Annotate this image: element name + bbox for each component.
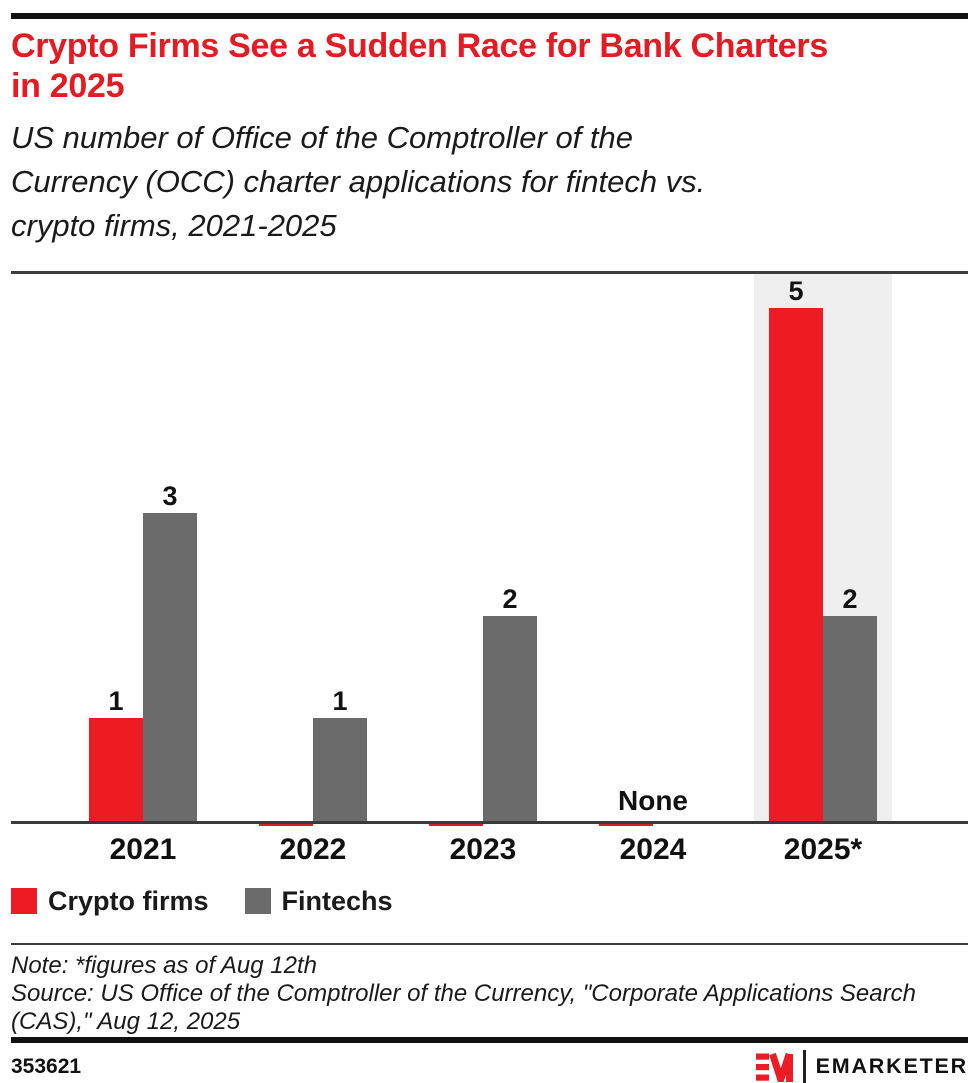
legend-label-crypto-firms: Crypto firms: [48, 885, 209, 916]
legend-item-crypto-firms: Crypto firms: [11, 886, 209, 917]
bar-crypto-2021: [89, 717, 143, 821]
axis-label-2021: 2021: [109, 832, 177, 866]
bar-fintech-2023: [483, 615, 537, 821]
legend-item-fintechs: Fintechs: [244, 885, 393, 917]
footer: 353621 EMARKETER: [11, 1049, 968, 1083]
bar-fintech-2025*: [823, 615, 877, 821]
source-line-2: (CAS)," Aug 12, 2025: [11, 1007, 241, 1035]
note-line: Note: *figures as of Aug 12th: [11, 951, 317, 979]
header-divider-line: [11, 271, 968, 274]
fintechs-swatch-icon: [244, 888, 271, 914]
chart-legend: Crypto firms Fintechs: [11, 886, 968, 917]
top-accent-bar: [11, 13, 968, 19]
chart-subtitle: US number of Office of the Comptroller o…: [11, 116, 968, 248]
x-axis-line: [11, 820, 968, 824]
none-value-label: None: [618, 784, 688, 816]
bottom-accent-bar: [11, 1036, 968, 1043]
chart-subtitle-line-1: US number of Office of the Comptroller o…: [11, 120, 633, 155]
bar-value-label: 2: [502, 583, 518, 614]
bar-value-label: 2: [842, 583, 858, 614]
em-logo-icon: [756, 1052, 794, 1082]
source-line-1: Source: US Office of the Comptroller of …: [11, 979, 916, 1007]
logo-separator: [803, 1049, 806, 1083]
chart-title: Crypto Firms See a Sudden Race for Bank …: [11, 26, 968, 106]
crypto-firms-swatch-icon: [11, 888, 37, 914]
bar-crypto-2025*: [769, 307, 823, 821]
zero-bar-crypto-2023: [429, 823, 483, 826]
zero-bar-crypto-2024: [599, 823, 653, 826]
axis-label-2025*: 2025*: [783, 832, 863, 866]
chart-plot: 1 3 2021 1 2022 2 2023 None 2024 5 2 2025*: [11, 273, 968, 870]
chart-id: 353621: [11, 1054, 82, 1078]
bar-value-label: 1: [332, 685, 348, 716]
brand-name: EMARKETER: [815, 1054, 968, 1078]
legend-label-fintechs: Fintechs: [281, 885, 393, 916]
bar-value-label: 3: [162, 480, 178, 511]
axis-label-2024: 2024: [619, 832, 687, 866]
chart-subtitle-line-2: Currency (OCC) charter applications for …: [11, 164, 706, 199]
chart-subtitle-line-3: crypto firms, 2021-2025: [11, 208, 337, 243]
chart-title-line-2: in 2025: [11, 67, 125, 105]
bar-value-label: 1: [108, 685, 124, 716]
emarketer-logo: EMARKETER: [756, 1049, 968, 1083]
bar-fintech-2022: [313, 717, 367, 821]
note-divider-line: [11, 942, 968, 945]
bar-fintech-2021: [143, 512, 197, 821]
chart-title-line-1: Crypto Firms See a Sudden Race for Bank …: [11, 27, 828, 65]
bar-value-label: 5: [788, 275, 804, 306]
note-source-block: Note: *figures as of Aug 12th Source: US…: [11, 952, 968, 1036]
axis-label-2022: 2022: [279, 832, 347, 866]
zero-bar-crypto-2022: [259, 823, 313, 826]
axis-label-2023: 2023: [449, 832, 517, 866]
